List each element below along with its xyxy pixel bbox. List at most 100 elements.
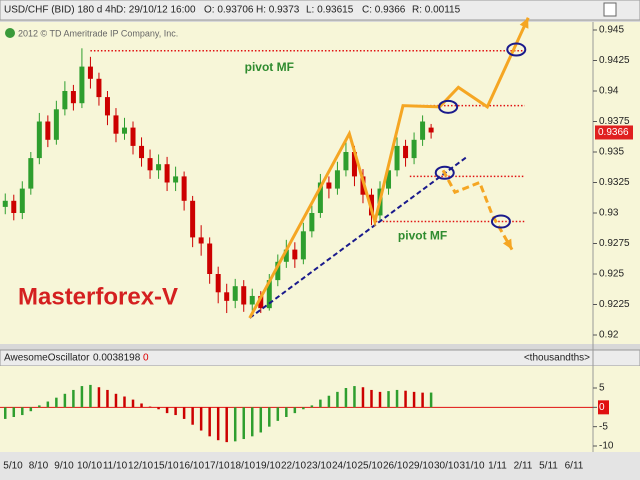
x-tick-label: 26/10 bbox=[383, 461, 408, 472]
candle-body bbox=[104, 97, 110, 116]
candle-body bbox=[28, 158, 34, 189]
candle-body bbox=[70, 91, 76, 104]
x-tick-label: 5/10 bbox=[3, 461, 23, 472]
candle-body bbox=[428, 127, 434, 133]
y-tick-label: 5 bbox=[599, 383, 605, 394]
trendline bbox=[249, 156, 468, 319]
last-price-box bbox=[595, 125, 633, 140]
last-price: 0.9366 bbox=[598, 127, 629, 138]
osc-value: 0.0038198 bbox=[93, 353, 141, 364]
candle-body bbox=[173, 176, 179, 183]
candle-body bbox=[334, 170, 340, 189]
osc-units: <thousandths> bbox=[524, 353, 590, 364]
candle-body bbox=[36, 121, 42, 159]
header-range: R: 0.00115 bbox=[412, 5, 461, 16]
x-tick-label: 5/11 bbox=[539, 461, 558, 472]
header-high: H: 0.9373 bbox=[256, 5, 300, 16]
x-tick-label: 25/10 bbox=[357, 461, 382, 472]
candle-body bbox=[241, 286, 247, 305]
y-tick-label: 0.925 bbox=[599, 269, 624, 280]
y-tick-label: 0.9375 bbox=[599, 116, 630, 127]
y-tick-label: 0.93 bbox=[599, 208, 619, 219]
copyright: 2012 © TD Ameritrade IP Company, Inc. bbox=[18, 28, 178, 38]
candle-body bbox=[207, 243, 213, 274]
x-tick-label: 18/10 bbox=[230, 461, 255, 472]
candle-body bbox=[2, 200, 8, 207]
osc-title: AwesomeOscillator bbox=[4, 353, 90, 364]
x-tick-label: 17/10 bbox=[204, 461, 229, 472]
y-tick-label: 0.935 bbox=[599, 147, 624, 158]
candle-body bbox=[190, 200, 196, 238]
x-tick-label: 31/10 bbox=[459, 461, 484, 472]
date-bar bbox=[0, 452, 640, 480]
candle-body bbox=[258, 295, 264, 309]
candle-body bbox=[411, 139, 417, 159]
candle-body bbox=[130, 127, 136, 146]
candle-body bbox=[351, 152, 357, 177]
header-date: D: 29/10/12 16:00 bbox=[116, 5, 196, 16]
x-tick-label: 23/10 bbox=[306, 461, 331, 472]
x-tick-label: 12/10 bbox=[128, 461, 153, 472]
x-tick-label: 1/11 bbox=[488, 461, 507, 472]
candle-body bbox=[62, 91, 68, 110]
x-tick-label: 9/10 bbox=[54, 461, 74, 472]
marker bbox=[434, 165, 455, 180]
candle-body bbox=[420, 121, 426, 140]
x-tick-label: 24/10 bbox=[332, 461, 357, 472]
candle-body bbox=[317, 182, 323, 213]
candle-body bbox=[300, 231, 306, 260]
candle-body bbox=[87, 66, 93, 79]
window-button[interactable] bbox=[603, 2, 617, 17]
annotation: pivot MF bbox=[245, 60, 294, 74]
candle-body bbox=[96, 78, 102, 98]
osc-panel bbox=[0, 366, 640, 452]
header-open: O: 0.93706 bbox=[204, 5, 254, 16]
candle-body bbox=[386, 170, 392, 189]
y-tick-label: 0 bbox=[599, 402, 605, 413]
candle-body bbox=[232, 286, 238, 301]
x-tick-label: 22/10 bbox=[281, 461, 306, 472]
x-tick-label: 10/10 bbox=[77, 461, 102, 472]
annotation: pivot MF bbox=[398, 228, 447, 242]
y-tick-label: 0.9275 bbox=[599, 238, 630, 249]
y-tick-label: 0.9325 bbox=[599, 177, 630, 188]
candle-body bbox=[283, 249, 289, 262]
y-tick-label: -10 bbox=[599, 441, 614, 452]
y-tick-label: 0.9425 bbox=[599, 55, 630, 66]
candle-body bbox=[275, 261, 281, 281]
marker bbox=[438, 99, 459, 114]
candle-body bbox=[343, 152, 349, 171]
candle-body bbox=[292, 249, 298, 260]
x-tick-label: 19/10 bbox=[255, 461, 280, 472]
candle-body bbox=[266, 280, 272, 309]
candle-body bbox=[11, 200, 17, 213]
candle-body bbox=[249, 295, 255, 305]
osc-extra: 0 bbox=[143, 353, 149, 364]
x-tick-label: 11/10 bbox=[103, 461, 128, 472]
y-tick-label: 0.9225 bbox=[599, 299, 630, 310]
marker bbox=[506, 42, 527, 57]
candle-body bbox=[121, 127, 127, 134]
candle-body bbox=[139, 145, 145, 159]
y-tick-label: -5 bbox=[599, 421, 608, 432]
candle-body bbox=[45, 121, 51, 140]
x-tick-label: 8/10 bbox=[29, 461, 49, 472]
header-bar bbox=[0, 0, 640, 21]
candle-body bbox=[394, 145, 400, 171]
marker bbox=[490, 214, 511, 229]
y-tick-label: 0.92 bbox=[599, 330, 619, 341]
watermark: Masterforex-V bbox=[18, 283, 178, 310]
candle-body bbox=[181, 176, 187, 201]
candle-body bbox=[79, 66, 85, 104]
candle-body bbox=[164, 164, 170, 183]
y-tick-label: 0.94 bbox=[599, 86, 619, 97]
arrow-head bbox=[519, 17, 529, 29]
info-icon[interactable] bbox=[5, 28, 15, 38]
x-tick-label: 2/11 bbox=[514, 461, 533, 472]
candle-body bbox=[113, 115, 119, 134]
header-close: C: 0.9366 bbox=[362, 5, 406, 16]
zero-box bbox=[598, 400, 609, 415]
candle-body bbox=[156, 164, 162, 171]
candle-body bbox=[326, 182, 332, 189]
